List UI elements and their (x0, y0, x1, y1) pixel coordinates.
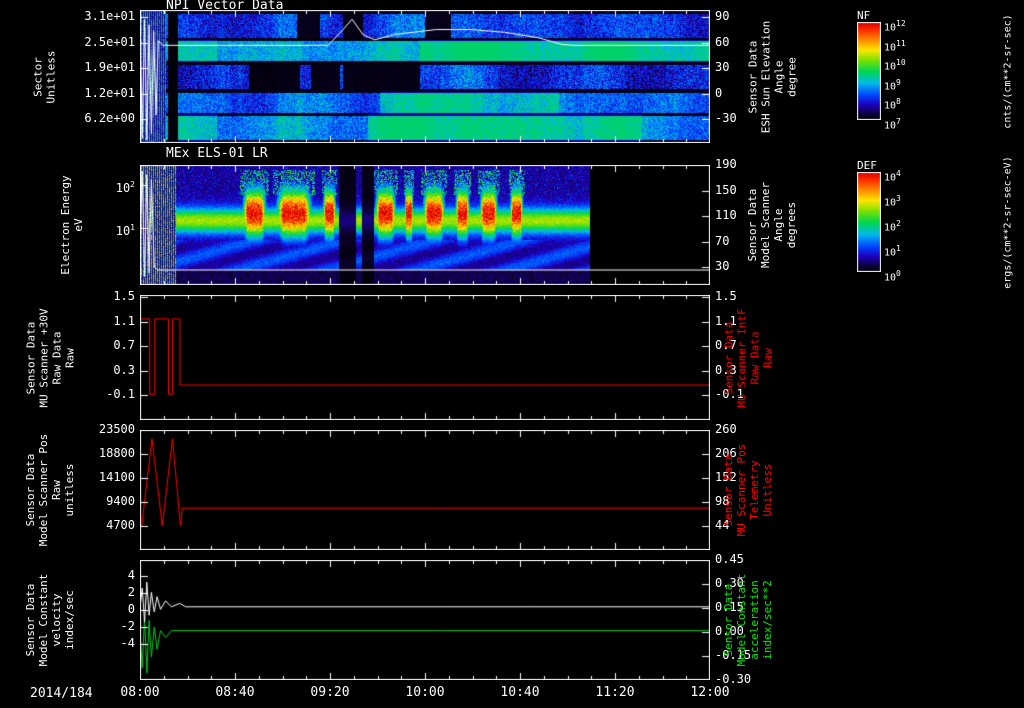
right-tick-npi: -30 (715, 111, 737, 126)
colorbar-tick-npi: 109 (884, 77, 901, 93)
right-tick-npi: 60 (715, 34, 730, 49)
time-tick-label: 10:00 (405, 685, 445, 700)
model-scanner-pos-line-panel (140, 430, 710, 550)
nf-colorbar (857, 22, 881, 120)
left-tick-els: 102 (115, 180, 135, 196)
left-tick-model-constant: -4 (120, 636, 135, 651)
right-tick-mu-scanner-30v: 1.5 (715, 289, 737, 304)
right-tick-els: 110 (715, 208, 737, 222)
left-tick-mu-scanner-30v: 0.7 (113, 338, 135, 353)
colorbar-tick-npi: 1012 (884, 19, 906, 34)
colorbar-tick-npi: 1010 (884, 58, 906, 73)
left-axis-title-model-scanner-pos: Sensor Data Model Scanner Pos Raw unitless (24, 433, 76, 547)
right-tick-els: 30 (715, 259, 730, 273)
left-tick-mu-scanner-30v: -0.1 (106, 387, 135, 402)
colorbar-tick-els: 101 (884, 244, 901, 259)
left-tick-model-scanner-pos: 14100 (98, 470, 135, 484)
right-tick-model-constant: 0.15 (715, 600, 744, 614)
left-tick-model-scanner-pos: 4700 (106, 518, 135, 532)
right-tick-model-scanner-pos: 98 (715, 494, 730, 508)
colorbar-tick-els: 100 (884, 269, 901, 284)
time-tick-label: 08:40 (215, 685, 255, 700)
right-axis-title-model-scanner-pos: Sensor Data MU Scanner Pos Telemetry Unitle… (722, 443, 774, 537)
left-tick-mu-scanner-30v: 0.3 (113, 362, 135, 377)
left-tick-model-scanner-pos: 18800 (98, 446, 135, 460)
date-label: 2014/184 (30, 686, 93, 701)
colorbar-title-els: DEF (857, 159, 877, 172)
left-tick-model-constant: 0 (127, 602, 135, 617)
right-tick-els: 190 (715, 157, 737, 171)
right-tick-npi: 30 (715, 59, 730, 74)
left-tick-els: 101 (115, 223, 135, 238)
right-tick-model-scanner-pos: 152 (715, 470, 737, 484)
right-axis-title-model-constant: Sensor Data Model Constant acceleration ind… (722, 573, 774, 667)
time-tick-label: 11:20 (595, 685, 635, 700)
model-constant-line-panel (140, 560, 710, 680)
mu-scanner-30v-line-panel (140, 295, 710, 420)
right-tick-model-scanner-pos: 260 (715, 422, 737, 436)
right-tick-npi: 90 (715, 9, 730, 24)
right-tick-npi: 0 (715, 85, 723, 100)
left-tick-model-constant: 2 (127, 585, 135, 600)
right-tick-model-constant: 0.30 (715, 576, 744, 590)
panel2-title: MEx ELS-01 LR (166, 146, 268, 161)
right-axis-title-mu-scanner-30v: Sensor Data MU Scanner IntF Raw Data Raw (722, 307, 774, 408)
right-tick-model-scanner-pos: 206 (715, 446, 737, 460)
right-tick-model-constant: 0.00 (715, 624, 744, 638)
left-tick-model-constant: -2 (120, 619, 135, 634)
colorbar-unit-npi: cnts/(cm**2-sr-sec) (1002, 13, 1014, 129)
colorbar-title-npi: NF (857, 9, 871, 22)
colorbar-unit-els: ergs/(cm**2-sr-sec-eV) (1002, 155, 1014, 289)
npi-spectrogram-panel (140, 10, 710, 143)
def-colorbar (857, 172, 881, 272)
colorbar-tick-els: 102 (884, 219, 901, 234)
right-tick-model-constant: -0.30 (715, 672, 752, 686)
right-axis-title-npi: Sensor Data ESH Sun Elevation Angle degree (746, 20, 798, 133)
right-tick-mu-scanner-30v: 0.3 (715, 362, 737, 377)
left-tick-mu-scanner-30v: 1.1 (113, 313, 135, 328)
colorbar-tick-els: 103 (884, 194, 901, 209)
left-tick-npi: 6.2e+00 (84, 111, 135, 126)
right-tick-model-constant: -0.15 (715, 648, 752, 662)
left-tick-npi: 1.2e+01 (84, 85, 135, 100)
left-axis-title-mu-scanner-30v: Sensor Data MU Scanner +30V Raw Data Raw (24, 307, 76, 408)
left-tick-npi: 1.9e+01 (84, 59, 135, 74)
left-tick-model-scanner-pos: 9400 (106, 494, 135, 508)
left-axis-title-els: Electron Energy eV (59, 175, 85, 275)
colorbar-tick-els: 104 (884, 169, 901, 184)
left-tick-model-scanner-pos: 23500 (98, 422, 135, 436)
left-tick-mu-scanner-30v: 1.5 (113, 289, 135, 304)
panel1-title: NPI Vector Data (166, 0, 284, 13)
left-tick-npi: 2.5e+01 (84, 34, 135, 49)
right-tick-els: 150 (715, 182, 737, 197)
left-tick-model-constant: 4 (127, 568, 135, 583)
right-tick-els: 70 (715, 233, 730, 248)
right-tick-model-constant: 0.45 (715, 552, 744, 566)
colorbar-tick-npi: 1011 (884, 38, 906, 53)
left-axis-title-model-constant: Sensor Data Model Constant velocity index/s… (24, 573, 76, 667)
left-tick-npi: 3.1e+01 (84, 9, 135, 24)
right-tick-mu-scanner-30v: -0.1 (715, 387, 744, 402)
time-tick-label: 09:20 (310, 685, 350, 700)
time-tick-label: 12:00 (690, 685, 730, 700)
right-tick-model-scanner-pos: 44 (715, 518, 730, 532)
colorbar-tick-npi: 108 (884, 97, 901, 112)
time-tick-label: 08:00 (120, 685, 160, 700)
left-axis-title-npi: Sector Unitless (31, 50, 57, 103)
right-tick-mu-scanner-30v: 1.1 (715, 313, 737, 328)
right-axis-title-els: Sensor Data Model Scanner Angle degrees (746, 181, 798, 269)
els-spectrogram-panel (140, 165, 710, 285)
time-tick-label: 10:40 (500, 685, 540, 700)
colorbar-tick-npi: 107 (884, 117, 901, 132)
right-tick-mu-scanner-30v: 0.7 (715, 338, 737, 353)
